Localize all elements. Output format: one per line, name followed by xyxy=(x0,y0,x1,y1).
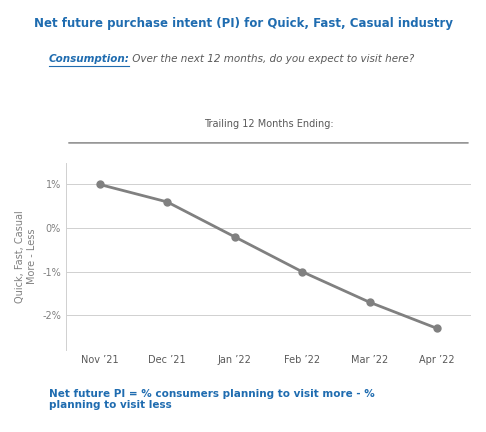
Y-axis label: Quick, Fast, Casual
More - Less: Quick, Fast, Casual More - Less xyxy=(15,210,36,303)
Text: Net future PI = % consumers planning to visit more - %
planning to visit less: Net future PI = % consumers planning to … xyxy=(49,389,374,410)
Text: Trailing 12 Months Ending:: Trailing 12 Months Ending: xyxy=(204,119,333,129)
Text: Over the next 12 months, do you expect to visit here?: Over the next 12 months, do you expect t… xyxy=(129,54,414,64)
Text: Net future purchase intent (PI) for Quick, Fast, Casual industry: Net future purchase intent (PI) for Quic… xyxy=(34,17,452,30)
Text: Consumption:: Consumption: xyxy=(49,54,129,64)
